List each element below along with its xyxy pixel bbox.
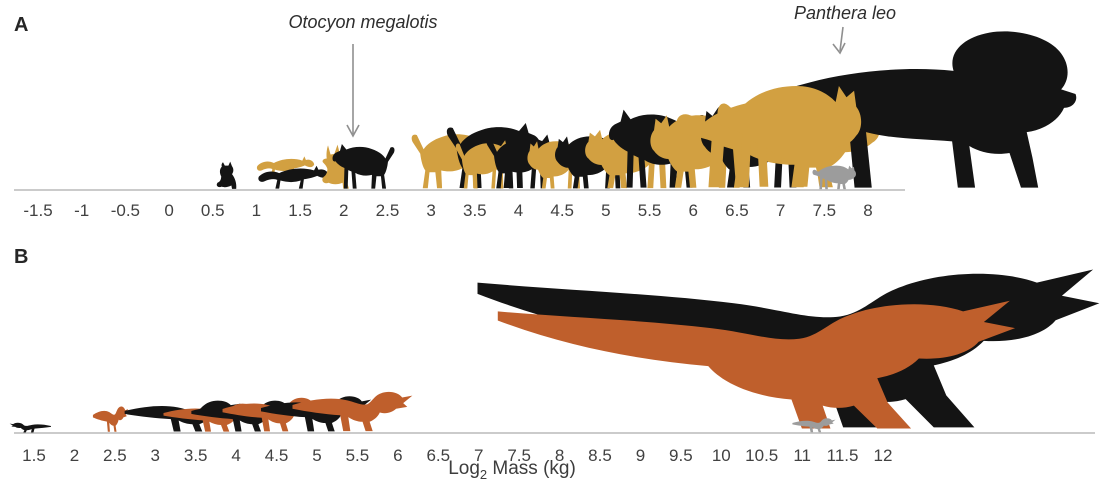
tick-label: 5	[601, 201, 611, 220]
x-axis-label: Log2 Mass (kg)	[448, 458, 576, 482]
tick-label: 5	[312, 446, 322, 465]
tick-label: 2.5	[103, 446, 127, 465]
tick-label: 1.5	[22, 446, 46, 465]
tick-label: -1	[74, 201, 90, 220]
cat-sitting-silhouette	[216, 161, 237, 189]
tick-label: 2	[69, 446, 80, 465]
x-axis-label-subscript: 2	[479, 466, 488, 482]
panel-b-label: B	[14, 246, 29, 268]
tick-label: 4	[513, 201, 524, 220]
panel-a-axis-line	[14, 189, 905, 191]
annotation-panthera-leo: Panthera leo	[793, 3, 897, 23]
tick-label: 6	[393, 446, 403, 465]
x-axis-label-suffix: Mass (kg)	[487, 458, 576, 479]
tick-label: 9.5	[669, 446, 693, 465]
tick-label: 9	[635, 446, 646, 465]
tick-label: 7	[473, 446, 484, 465]
theropod-silhouette	[9, 422, 51, 433]
tick-label: 1.5	[288, 201, 312, 220]
tick-label: 7.5	[812, 201, 837, 220]
tick-label: 7.5	[507, 446, 531, 465]
otocyon-arrow-icon	[346, 44, 360, 138]
tick-label: 11	[793, 446, 811, 465]
tick-label: 3	[426, 201, 436, 220]
tick-label: 2.5	[375, 201, 400, 220]
tick-label: 8	[554, 446, 565, 465]
mustelid-silhouette	[258, 165, 329, 189]
tick-label: -0.5	[110, 201, 141, 220]
tick-label: 0.5	[200, 201, 225, 220]
tick-label: 10	[711, 446, 731, 465]
tick-label: 6	[688, 201, 698, 220]
tick-label: -1.5	[23, 201, 53, 220]
tick-label: 3.5	[463, 201, 487, 220]
tick-label: 2	[339, 201, 349, 220]
tick-label: 10.5	[745, 446, 779, 465]
tick-label: 4	[231, 446, 241, 465]
x-axis-label-prefix: Log	[448, 458, 480, 479]
tick-label: 11.5	[826, 446, 859, 465]
tick-label: 8.5	[588, 446, 612, 465]
panthera-arrow-icon	[832, 26, 846, 55]
tick-label: 8	[863, 201, 873, 220]
tick-label: 6.5	[725, 201, 749, 220]
tick-label: 4.5	[264, 446, 289, 465]
tick-label: 0	[164, 201, 174, 220]
tick-label: 7	[775, 201, 786, 220]
tick-label: 5.5	[637, 201, 662, 220]
tick-label: 12	[873, 446, 893, 465]
tick-label: 3.5	[183, 446, 208, 465]
annotation-otocyon-megalotis: Otocyon megalotis	[288, 12, 438, 32]
tick-label: 4.5	[550, 201, 575, 220]
panel-a-label: A	[14, 14, 29, 36]
panel-b-axis-line	[14, 432, 1095, 434]
tick-label: 1	[251, 201, 262, 220]
tick-label: 3	[150, 446, 161, 465]
theropod-silhouette	[92, 406, 129, 432]
tick-label: 6.5	[426, 446, 451, 465]
tick-label: 5.5	[345, 446, 370, 465]
